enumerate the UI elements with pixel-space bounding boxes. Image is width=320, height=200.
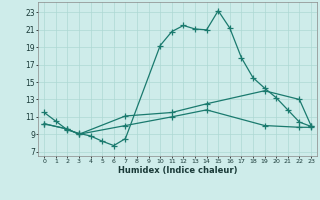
X-axis label: Humidex (Indice chaleur): Humidex (Indice chaleur) [118, 166, 237, 175]
